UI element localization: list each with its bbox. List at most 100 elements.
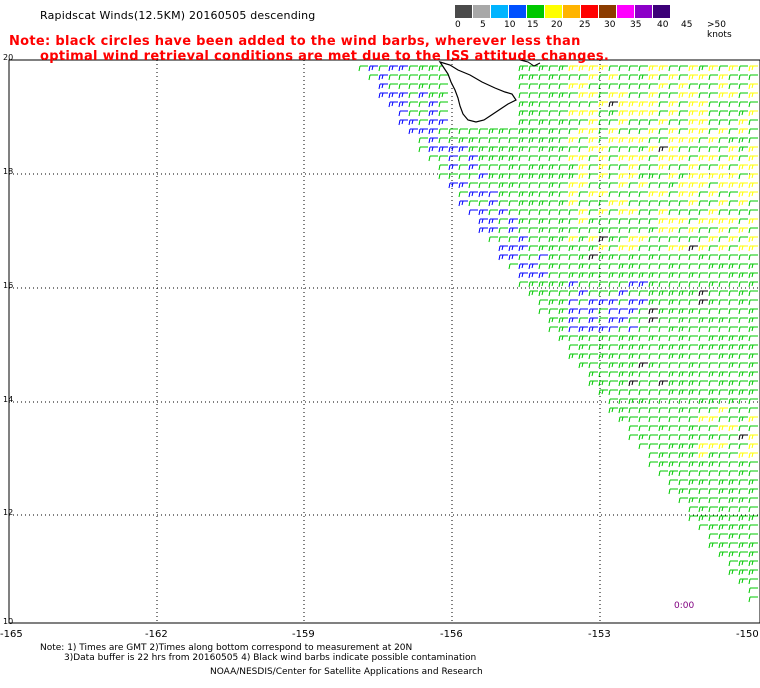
wind-barb [378, 83, 388, 90]
wind-barb [678, 407, 688, 414]
wind-barb [738, 542, 748, 549]
wind-barb [548, 101, 558, 108]
wind-barb [618, 344, 628, 351]
wind-barb [748, 155, 758, 162]
wind-barb [678, 425, 688, 432]
wind-barb [428, 128, 438, 135]
wind-barb [578, 173, 588, 180]
wind-barb [418, 92, 428, 99]
wind-barb [668, 209, 678, 216]
wind-barb [738, 128, 748, 135]
wind-barb [688, 407, 698, 414]
wind-barb [628, 173, 638, 180]
wind-barb [738, 524, 748, 531]
wind-barb [408, 101, 418, 108]
wind-barb [648, 227, 658, 234]
wind-barb [738, 416, 748, 423]
legend-swatch [599, 5, 617, 18]
wind-barb [568, 344, 578, 351]
wind-barb [688, 488, 698, 495]
wind-barb [558, 119, 568, 126]
wind-barb [508, 191, 518, 198]
wind-barb [738, 362, 748, 369]
wind-barb [728, 506, 738, 513]
wind-barb [468, 191, 478, 198]
wind-barb [558, 182, 568, 189]
wind-barb [698, 83, 708, 90]
wind-barb [598, 353, 608, 360]
wind-barb [678, 479, 688, 486]
wind-barb [698, 110, 708, 117]
wind-barb [628, 137, 638, 144]
wind-barb [628, 281, 638, 288]
wind-barb [698, 416, 708, 423]
wind-barb [438, 83, 448, 90]
wind-barb [688, 371, 698, 378]
legend-swatch [617, 5, 635, 18]
wind-barb [708, 461, 718, 468]
wind-barb [558, 245, 568, 252]
wind-barb [698, 488, 708, 495]
wind-barb [708, 272, 718, 279]
wind-barb [618, 281, 628, 288]
legend-swatch [491, 5, 509, 18]
wind-barb [558, 236, 568, 243]
wind-barb [578, 236, 588, 243]
wind-barb [618, 407, 628, 414]
wind-barb [728, 92, 738, 99]
wind-barb [478, 227, 488, 234]
wind-barb [748, 569, 758, 576]
wind-barb [728, 515, 738, 522]
wind-barb [478, 137, 488, 144]
wind-barb [548, 128, 558, 135]
wind-barb [448, 155, 458, 162]
wind-barb [648, 218, 658, 225]
wind-barb [398, 101, 408, 108]
wind-barb [688, 83, 698, 90]
wind-barb [408, 65, 418, 72]
wind-barb [548, 299, 558, 306]
legend-swatch [563, 5, 581, 18]
wind-barb [748, 470, 758, 477]
wind-barb [458, 155, 468, 162]
wind-barb [568, 74, 578, 81]
wind-barb [668, 281, 678, 288]
wind-barb [408, 110, 418, 117]
wind-barb [698, 200, 708, 207]
wind-barb [748, 137, 758, 144]
lat-label: 12 [3, 508, 14, 517]
wind-barb [688, 326, 698, 333]
wind-barb [648, 281, 658, 288]
wind-barb [688, 362, 698, 369]
wind-barb [698, 362, 708, 369]
wind-barb [658, 119, 668, 126]
wind-barb [528, 272, 538, 279]
wind-barb [598, 389, 608, 396]
wind-barb [478, 191, 488, 198]
wind-barb [678, 182, 688, 189]
wind-barb [738, 218, 748, 225]
wind-barb [608, 182, 618, 189]
wind-barb [728, 461, 738, 468]
wind-barb [428, 74, 438, 81]
wind-barb [618, 353, 628, 360]
wind-barb [668, 272, 678, 279]
wind-barb [728, 191, 738, 198]
wind-barb [748, 92, 758, 99]
wind-barb [718, 515, 728, 522]
wind-barb [698, 263, 708, 270]
wind-barb [638, 263, 648, 270]
wind-barb [708, 443, 718, 450]
wind-barb [688, 209, 698, 216]
wind-barb [658, 281, 668, 288]
wind-barb [498, 245, 508, 252]
wind-barb [578, 146, 588, 153]
wind-barb [608, 209, 618, 216]
wind-barb [598, 227, 608, 234]
wind-barb [588, 191, 598, 198]
wind-barb [708, 344, 718, 351]
wind-barb [548, 227, 558, 234]
wind-barb [738, 245, 748, 252]
wind-barb [688, 398, 698, 405]
wind-barb [558, 92, 568, 99]
